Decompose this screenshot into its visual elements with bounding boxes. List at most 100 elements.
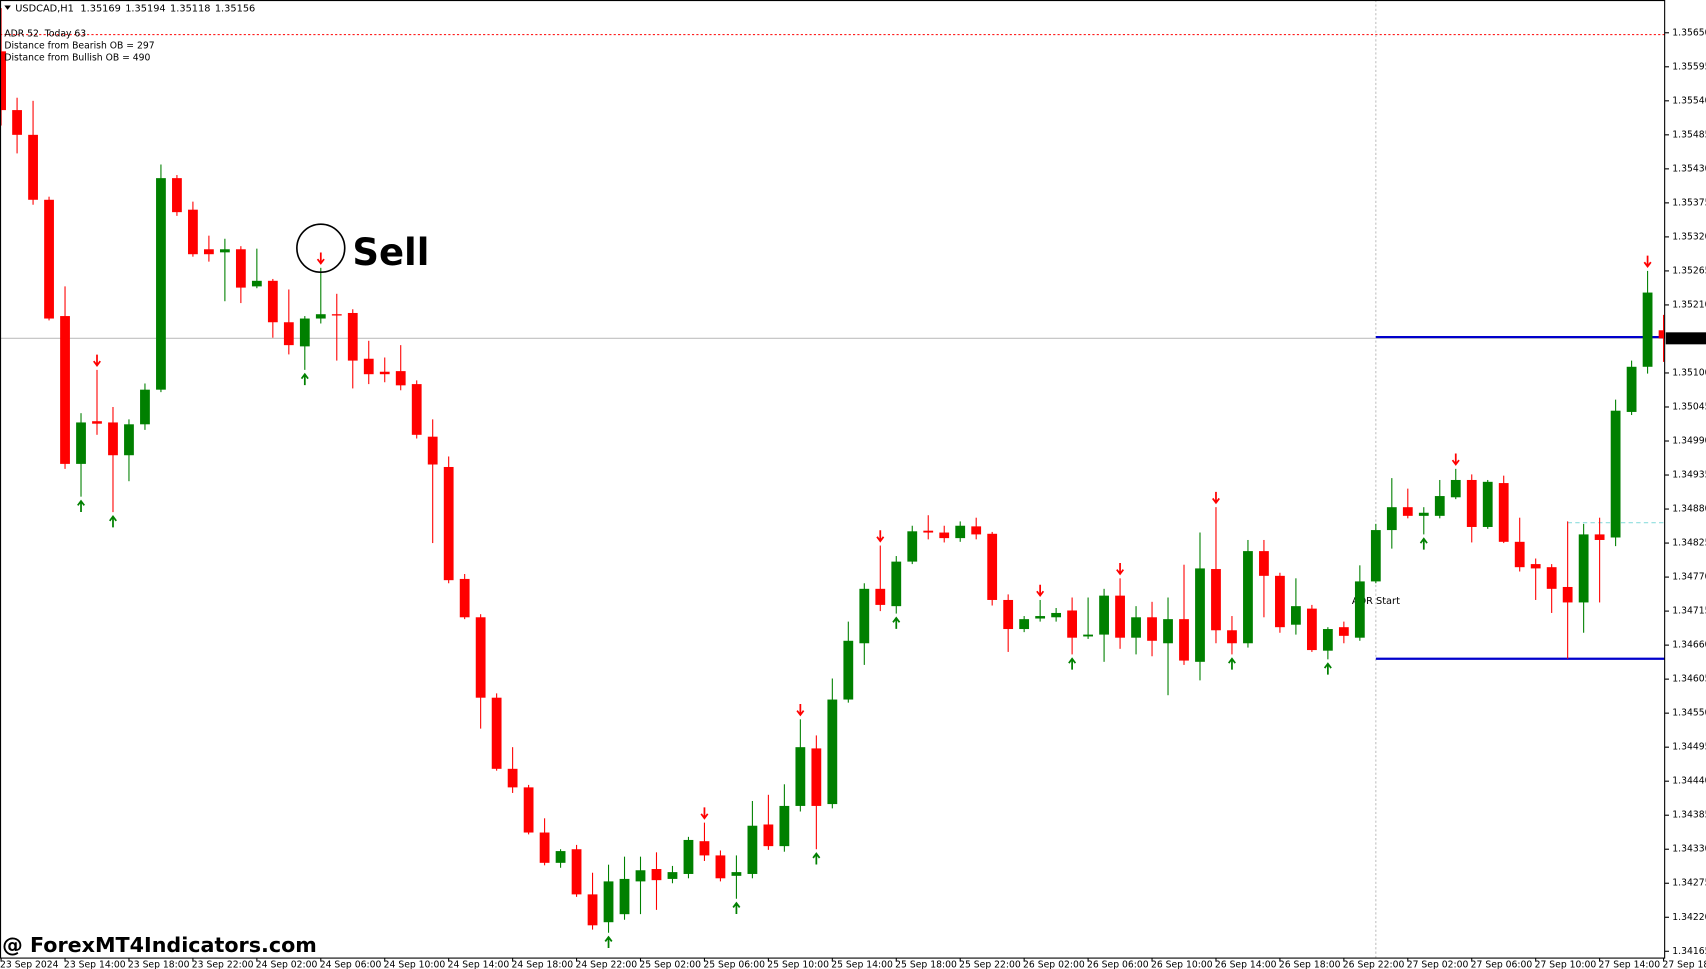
- x-tick-label: 24 Sep 10:00: [384, 960, 446, 969]
- candle-body: [267, 280, 278, 323]
- candle-body: [923, 530, 934, 533]
- x-tick-label: 26 Sep 10:00: [1151, 960, 1213, 969]
- x-tick-label: 23 Sep 2024: [0, 960, 59, 969]
- y-tick-label: 1.34220: [1672, 912, 1706, 923]
- candle-body: [188, 209, 198, 255]
- y-tick-label: 1.34935: [1672, 470, 1706, 481]
- y-tick-label: 1.34440: [1672, 776, 1706, 787]
- candle-body: [1179, 619, 1189, 661]
- info-line: Distance from Bearish OB = 297: [4, 40, 154, 51]
- candle-body: [475, 617, 486, 698]
- buy-arrow: [1068, 657, 1077, 670]
- y-tick-label: 1.34605: [1672, 674, 1706, 685]
- candle-body: [283, 322, 294, 346]
- menu-triangle[interactable]: [4, 5, 11, 10]
- candle-body: [1291, 606, 1301, 625]
- candle-body: [1562, 586, 1573, 603]
- candle-body: [28, 134, 38, 200]
- candle-body: [907, 531, 918, 562]
- candle-body: [1434, 496, 1445, 516]
- x-tick-label: 23 Sep 22:00: [192, 960, 254, 969]
- y-tick-label: 1.35485: [1672, 129, 1706, 140]
- candle-body: [1482, 481, 1493, 527]
- buy-arrow: [1419, 537, 1428, 550]
- candle-body: [1195, 568, 1205, 662]
- sell-arrow: [876, 530, 885, 543]
- candle-body: [1338, 627, 1349, 636]
- candle-body: [347, 312, 358, 361]
- candle-body: [44, 199, 54, 319]
- candle-body: [1115, 595, 1125, 638]
- candle-body: [763, 824, 774, 847]
- candle-body: [1275, 575, 1285, 628]
- candle-body: [1211, 569, 1221, 631]
- candle-body: [1003, 599, 1014, 630]
- watermark: @ ForexMT4Indicators.com: [2, 933, 317, 957]
- x-tick-label: 27 Sep 06:00: [1471, 960, 1533, 969]
- candle-body: [1163, 619, 1173, 644]
- candle-body: [971, 526, 982, 535]
- candle-body: [827, 699, 838, 805]
- plot-frame: [0, 0, 1666, 959]
- candle-body: [1626, 366, 1637, 412]
- x-tick-label: 27 Sep 10:00: [1535, 960, 1597, 969]
- candle-body: [379, 371, 390, 375]
- x-tick-label: 26 Sep 22:00: [1343, 960, 1405, 969]
- candle-body: [108, 422, 118, 456]
- candle-body: [1530, 564, 1541, 569]
- candle-body: [1019, 619, 1030, 630]
- candle-body: [1466, 479, 1477, 527]
- info-line: ADR 52 Today 63: [4, 28, 86, 39]
- candle-body: [76, 422, 86, 464]
- chart-header: USDCAD,H1 1.35169 1.35194 1.35118 1.35156: [15, 4, 255, 15]
- candle-body: [699, 841, 710, 856]
- candle-body: [156, 178, 166, 390]
- header-close: 1.35156: [215, 4, 255, 15]
- sell-arrow: [93, 354, 101, 367]
- candle-body: [491, 697, 502, 769]
- candle-body: [1594, 534, 1605, 540]
- x-tick-label: 27 Sep 18:00: [1662, 960, 1706, 969]
- candle-body: [124, 424, 134, 456]
- candle-body: [1354, 581, 1365, 638]
- y-tick-label: 1.34660: [1672, 640, 1706, 651]
- x-tick-label: 24 Sep 22:00: [575, 960, 637, 969]
- sell-arrow: [316, 252, 325, 265]
- candle-body: [507, 768, 518, 788]
- y-tick-label: 1.34330: [1672, 844, 1706, 855]
- header-high: 1.35194: [125, 4, 165, 15]
- candle-body: [60, 316, 70, 464]
- buy-arrow: [109, 515, 117, 528]
- sell-arrow: [1643, 255, 1652, 269]
- candle-body: [1450, 479, 1461, 498]
- buy-arrow: [77, 499, 85, 512]
- candle-body: [0, 51, 6, 111]
- sell-arrow: [1451, 453, 1460, 466]
- y-tick-label: 1.34385: [1672, 810, 1706, 821]
- candle-body: [587, 894, 598, 926]
- candle-body: [1322, 629, 1333, 651]
- x-tick-label: 25 Sep 10:00: [767, 960, 829, 969]
- candle-body: [235, 249, 246, 288]
- y-tick-label: 1.34990: [1672, 435, 1706, 446]
- x-tick-label: 26 Sep 14:00: [1215, 960, 1277, 969]
- plot-area: ADR Start Sell: [0, 0, 1665, 959]
- candle-body: [987, 533, 998, 600]
- candle-body: [1642, 292, 1653, 367]
- buy-arrow: [812, 852, 821, 865]
- buy-arrow: [732, 901, 741, 914]
- candle-body: [92, 421, 102, 424]
- x-tick-label: 24 Sep 14:00: [448, 960, 510, 969]
- sell-arrow: [1116, 563, 1125, 576]
- sell-arrow: [700, 807, 709, 820]
- candle-body: [1578, 534, 1589, 603]
- y-tick-label: 1.35045: [1672, 401, 1706, 412]
- candle-body: [683, 839, 694, 874]
- x-tick-label: 25 Sep 06:00: [703, 960, 765, 969]
- header-low: 1.35118: [170, 4, 210, 15]
- candle-body: [1067, 610, 1078, 638]
- candle-body: [539, 832, 550, 863]
- candle-body: [1083, 634, 1093, 637]
- info-line: Distance from Bullish OB = 490: [4, 52, 150, 63]
